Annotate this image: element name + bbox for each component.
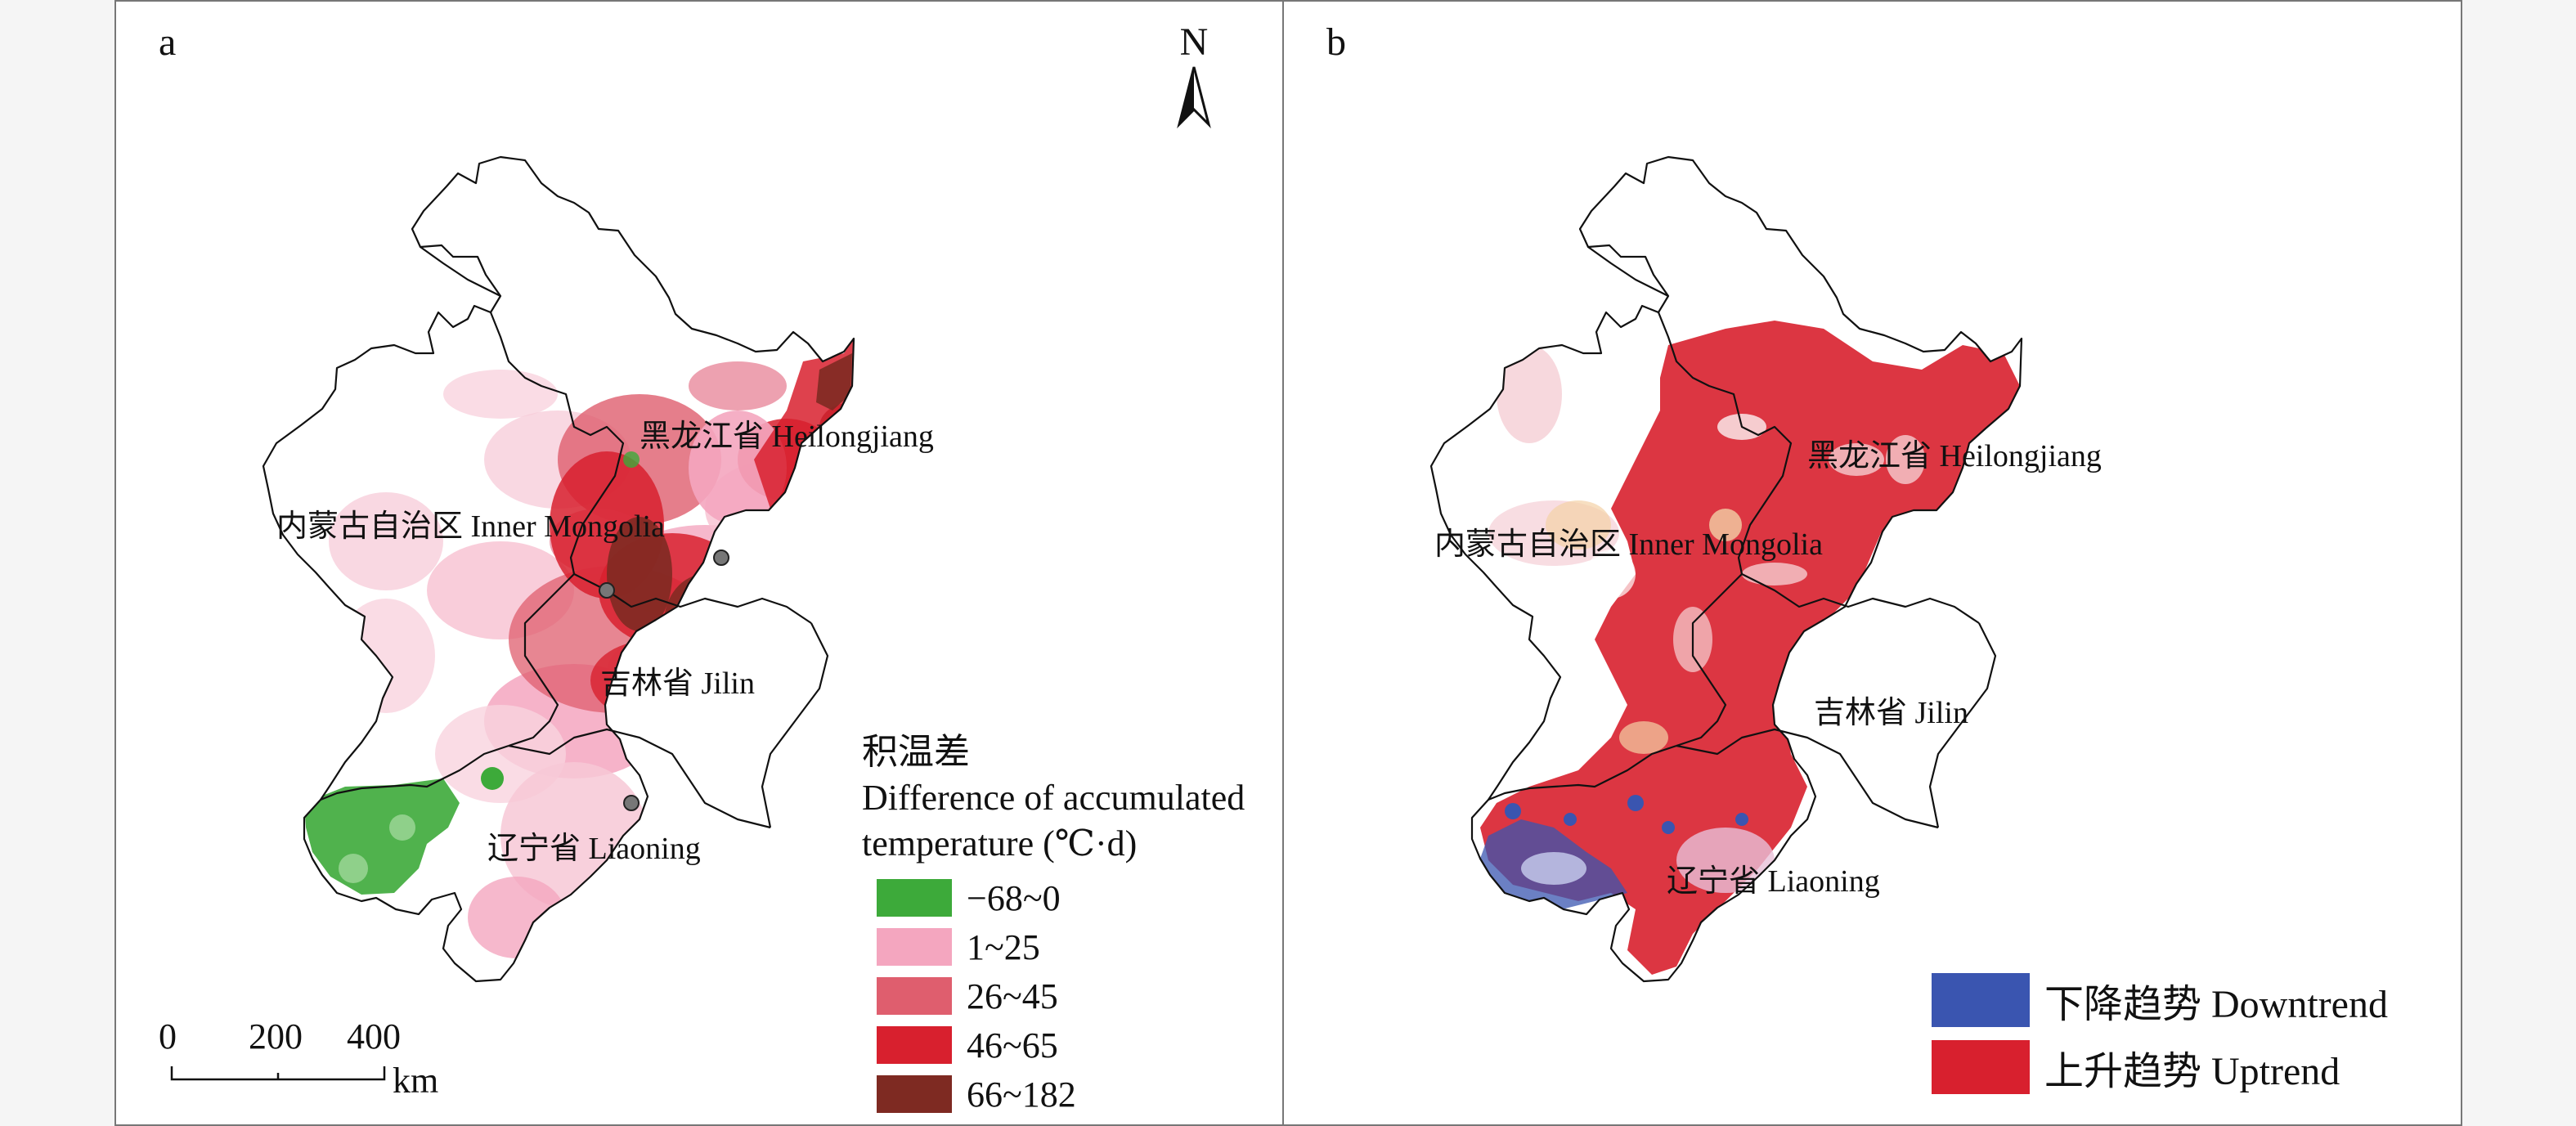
legend-item: 26~45 [877, 971, 1245, 1021]
map-a-graphic [170, 66, 1211, 1081]
legend-item: 66~182 [877, 1070, 1245, 1119]
map-a-borders [262, 155, 855, 983]
legend-item: 下降趋势 Downtrend [1932, 967, 2388, 1034]
legend-swatch [877, 928, 952, 966]
label-jilin-b: 吉林省 Jilin [1814, 696, 1968, 730]
map-b-fill [1431, 157, 2022, 981]
legend-swatch [877, 879, 952, 917]
label-liaoning-a: 辽宁省 Liaoning [487, 832, 701, 866]
legend-item: −68~0 [877, 873, 1245, 922]
map-a-markers [599, 550, 729, 811]
legend-swatch [877, 977, 952, 1015]
map-b-borders [1429, 155, 2023, 983]
legend-swatch [1932, 973, 2030, 1027]
label-inner-mongolia-a: 内蒙古自治区 Inner Mongolia [276, 509, 665, 544]
legend-item: 46~65 [877, 1021, 1245, 1070]
legend-swatch [877, 1026, 952, 1064]
map-b-graphic [1429, 155, 2023, 983]
map-panel-b: b [1282, 0, 2462, 1126]
north-label: N [1179, 20, 1209, 64]
label-heilongjiang-a: 黑龙江省 Heilongjiang [640, 419, 934, 454]
north-arrow-icon [1177, 66, 1211, 128]
legend-title-en-2: temperature (℃·d) [862, 823, 1138, 864]
legend-swatch [877, 1075, 952, 1113]
legend-a: 积温差 Difference of accumulated temperatur… [862, 729, 1245, 1119]
scale-bar: 0 200 400 [159, 1016, 574, 1058]
legend-item: 上升趋势 Uptrend [1932, 1034, 2388, 1101]
legend-label: 1~25 [967, 926, 1040, 967]
map-panel-a: a [114, 0, 1286, 1126]
legend-label: 下降趋势 Downtrend [2044, 983, 2388, 1026]
legend-title-cn: 积温差 [862, 732, 970, 772]
legend-item: 1~25 [877, 922, 1245, 971]
panel-letter-a: a [159, 20, 177, 64]
scale-tick-0: 0 [159, 1016, 177, 1056]
legend-label: 上升趋势 Uptrend [2044, 1050, 2340, 1093]
label-liaoning-b: 辽宁省 Liaoning [1667, 864, 1880, 899]
legend-swatch [1932, 1040, 2030, 1094]
scale-tick-200: 200 [249, 1016, 303, 1056]
legend-label: 26~45 [967, 976, 1058, 1016]
label-jilin-a: 吉林省 Jilin [600, 666, 755, 701]
scale-bar-line [170, 1066, 386, 1081]
legend-label: −68~0 [967, 877, 1061, 918]
label-heilongjiang-b: 黑龙江省 Heilongjiang [1807, 439, 2102, 473]
legend-b: 下降趋势 Downtrend 上升趋势 Uptrend [1932, 967, 2388, 1101]
legend-title-en-1: Difference of accumulated [862, 778, 1245, 818]
label-inner-mongolia-b: 内蒙古自治区 Inner Mongolia [1434, 527, 1823, 562]
legend-label: 46~65 [967, 1025, 1058, 1065]
scale-unit: km [393, 1061, 439, 1101]
legend-label: 66~182 [967, 1074, 1076, 1115]
panel-letter-b: b [1326, 20, 1346, 64]
scale-tick-400: 400 [347, 1016, 401, 1056]
